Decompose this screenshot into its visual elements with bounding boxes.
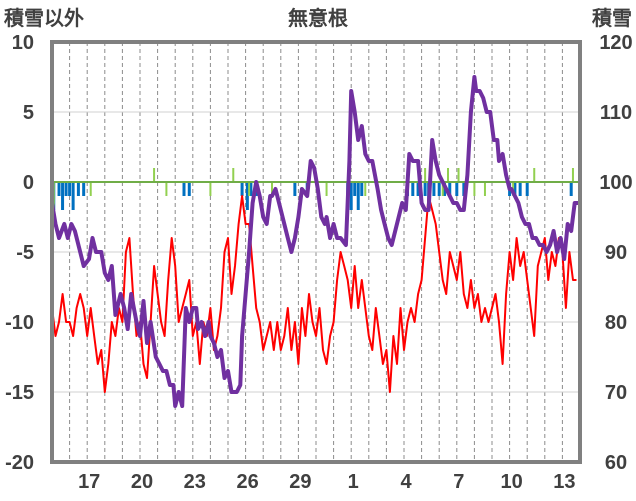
right-tick-label: 120 <box>599 32 632 54</box>
wind-mark <box>533 168 536 182</box>
precipitation-bar <box>64 182 68 196</box>
left-tick-label: 5 <box>23 102 34 124</box>
precipitation-bar <box>411 182 415 196</box>
precipitation-bar <box>423 182 427 196</box>
precipitation-bar <box>360 182 364 196</box>
wind-mark <box>424 168 427 182</box>
right-tick-label: 60 <box>605 452 627 474</box>
precipitation-bar <box>455 182 459 196</box>
right-tick-label: 80 <box>605 312 627 334</box>
wind-mark <box>441 182 444 196</box>
right-tick-label: 110 <box>600 102 632 124</box>
chart-title: 無意根 <box>288 6 348 30</box>
wind-mark <box>325 182 328 196</box>
left-axis-title: 積雪以外 <box>4 6 84 30</box>
x-axis-ticks: 17 20 23 26 29 1 4 7 10 13 <box>78 471 575 493</box>
precipitation-bar <box>353 182 357 196</box>
wind-mark <box>571 168 574 182</box>
left-tick-label: -10 <box>5 312 34 334</box>
precipitation-bar <box>356 182 360 210</box>
wind-mark <box>153 168 156 182</box>
precipitation-bar <box>240 182 244 196</box>
precipitation-bar <box>448 182 452 196</box>
precipitation-bar <box>249 182 253 196</box>
precipitation-bar <box>416 182 420 196</box>
right-tick-label: 70 <box>605 382 627 404</box>
x-tick-label: 17 <box>78 471 100 493</box>
precipitation-bar <box>76 182 80 196</box>
precipitation-bar <box>61 182 65 210</box>
x-tick-label: 13 <box>553 471 575 493</box>
precipitation-bar <box>68 182 72 196</box>
wind-mark <box>473 182 476 196</box>
precipitation-bar <box>525 182 529 196</box>
x-tick-label: 20 <box>131 471 153 493</box>
left-tick-label: 10 <box>12 32 34 54</box>
precipitation-bar <box>432 182 436 196</box>
wind-mark <box>209 182 212 196</box>
wind-mark <box>271 182 273 196</box>
x-tick-label: 23 <box>184 471 206 493</box>
x-tick-label: 10 <box>500 471 522 493</box>
precipitation-bar <box>462 182 466 196</box>
right-tick-label: 90 <box>605 242 627 264</box>
precipitation-bar <box>513 182 517 196</box>
right-axis-title: 積雪 <box>592 7 632 30</box>
precipitation-bar <box>293 182 297 196</box>
x-tick-label: 7 <box>453 471 464 493</box>
left-tick-label: 0 <box>23 172 34 194</box>
wind-mark <box>447 168 449 182</box>
plot-frame <box>50 40 582 464</box>
precipitation-bar <box>71 182 75 210</box>
right-axis-ticks: 120 110 100 90 80 70 60 <box>599 32 632 474</box>
left-tick-label: -20 <box>5 452 34 474</box>
wind-mark <box>483 182 486 196</box>
wind-mark <box>457 168 460 182</box>
wind-mark <box>232 168 235 182</box>
precipitation-bar <box>82 182 86 196</box>
precipitation-bar <box>437 182 441 196</box>
x-tick-label: 26 <box>236 471 258 493</box>
left-tick-label: -15 <box>5 382 34 404</box>
precipitation-bar <box>349 182 353 210</box>
left-axis-ticks: 10 5 0 -5 -10 -15 -20 <box>5 32 34 474</box>
x-tick-label: 29 <box>289 471 311 493</box>
series-lines <box>50 75 579 408</box>
wind-mark <box>89 182 92 196</box>
x-tick-label: 4 <box>400 471 412 493</box>
right-tick-label: 100 <box>599 172 632 194</box>
wind-mark <box>165 182 168 196</box>
left-tick-label: -5 <box>16 242 34 264</box>
x-tick-label: 1 <box>348 471 359 493</box>
precipitation-bar <box>182 182 186 196</box>
wind-mark <box>364 182 367 196</box>
snow_depth-line <box>50 75 579 408</box>
precipitation-bar <box>569 182 573 196</box>
precipitation-bar <box>518 182 522 196</box>
precipitation-bar <box>187 182 191 196</box>
wind-mark <box>248 182 251 196</box>
precipitation-bar <box>245 182 249 210</box>
precipitation-bar <box>57 182 61 196</box>
